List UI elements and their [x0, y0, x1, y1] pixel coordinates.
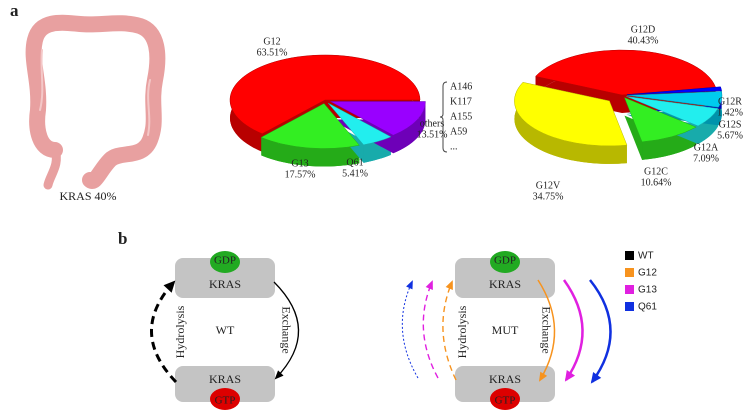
slice	[330, 101, 426, 136]
kras-box	[455, 258, 555, 298]
slice-name: G12	[263, 36, 280, 47]
slice	[624, 97, 697, 143]
legend-swatch	[625, 251, 634, 260]
kras-box	[175, 258, 275, 298]
slice-value-label: 13.51%	[417, 129, 448, 140]
others-item: ...	[450, 141, 458, 152]
hydrolysis-label: Hydrolysis	[173, 305, 187, 358]
kras-box	[455, 366, 555, 402]
legend-swatch	[625, 302, 634, 311]
slice-name: Q61	[346, 157, 363, 168]
slice-name: others	[420, 118, 445, 129]
others-item: K117	[450, 96, 472, 107]
others-item: A146	[450, 81, 472, 92]
arrow	[589, 279, 612, 383]
arrow-head	[425, 280, 433, 291]
exchange-label: Exchange	[279, 306, 293, 353]
kras-label: KRAS	[209, 372, 241, 386]
arrow	[150, 280, 178, 384]
arrow	[537, 279, 556, 381]
gdp-blob	[490, 251, 520, 273]
slice-name: G13	[291, 158, 308, 169]
others-item: A155	[450, 111, 472, 122]
slice-name: G12R	[718, 96, 742, 107]
arrow-head	[564, 369, 576, 382]
arrow	[422, 281, 439, 379]
kras-label: KRAS	[489, 372, 521, 386]
arrow-head	[163, 280, 176, 293]
gtp-blob	[490, 388, 520, 410]
slice-value-label: 7.09%	[693, 153, 719, 164]
panel-label: b	[118, 229, 127, 248]
state-label: WT	[216, 323, 235, 337]
kras-label: KRAS	[489, 277, 521, 291]
slice-name: G12D	[631, 24, 655, 35]
slice-value-label: 34.75%	[533, 191, 564, 202]
arrow-head	[445, 280, 453, 291]
slice-value-label: 5.41%	[342, 168, 368, 179]
colon-illustration	[25, 14, 166, 190]
wt-diagram: GDP KRAS KRAS GTP WT Hydrolysis Exchange	[173, 251, 293, 410]
slice-value-label: 40.43%	[628, 35, 659, 46]
brace	[439, 81, 448, 153]
slice	[514, 82, 628, 147]
state-label: MUT	[492, 323, 519, 337]
gdp-blob	[210, 251, 240, 273]
legend-label: WT	[638, 251, 654, 262]
slice-side	[514, 82, 627, 164]
slice-value-label: 17.57%	[285, 169, 316, 180]
arrow-head	[590, 371, 602, 384]
slice-value-label: 1.42%	[717, 107, 743, 118]
slice	[229, 54, 421, 135]
kras-box	[175, 366, 275, 402]
legend-swatch	[625, 268, 634, 277]
hydrolysis-label: Hydrolysis	[455, 305, 469, 358]
kras-label: KRAS	[209, 277, 241, 291]
slice-side	[393, 101, 426, 154]
arrow	[442, 281, 457, 381]
slice-side	[230, 55, 420, 152]
arrow-head	[538, 371, 548, 382]
arrow	[273, 281, 300, 379]
slice-name: G12C	[644, 166, 668, 177]
colon-label: KRAS 40%	[59, 189, 116, 203]
slice-name: G12A	[694, 142, 719, 153]
slice	[327, 102, 392, 146]
mut-diagram: GDP KRAS KRAS GTP MUT Hydrolysis Exchang…	[455, 251, 555, 410]
others-item: A59	[450, 126, 467, 137]
slice-value-label: 63.51%	[257, 47, 288, 58]
legend-label: Q61	[638, 302, 657, 313]
legend-swatch	[625, 285, 634, 294]
gtp-label: GTP	[215, 395, 236, 407]
slice	[260, 103, 360, 149]
arrow	[562, 279, 584, 381]
slice	[535, 49, 716, 96]
slice-value-label: 10.64%	[641, 177, 672, 188]
slice-name: G12S	[719, 119, 742, 130]
slice	[626, 91, 723, 108]
gtp-label: GTP	[495, 395, 516, 407]
gdp-label: GDP	[494, 255, 516, 267]
gdp-label: GDP	[214, 255, 236, 267]
slice	[626, 96, 719, 127]
legend-label: G12	[638, 268, 657, 279]
arrow	[401, 281, 419, 379]
slice-side	[261, 137, 360, 167]
slice	[626, 86, 722, 95]
exchange-label: Exchange	[539, 306, 553, 353]
panel-label: a	[10, 1, 19, 20]
arrow-head	[274, 370, 284, 380]
legend-label: G13	[638, 285, 657, 296]
slice-name: G12V	[536, 180, 561, 191]
arrow-head	[406, 280, 413, 290]
gtp-blob	[210, 388, 240, 410]
slice-value-label: 5.67%	[717, 130, 743, 141]
